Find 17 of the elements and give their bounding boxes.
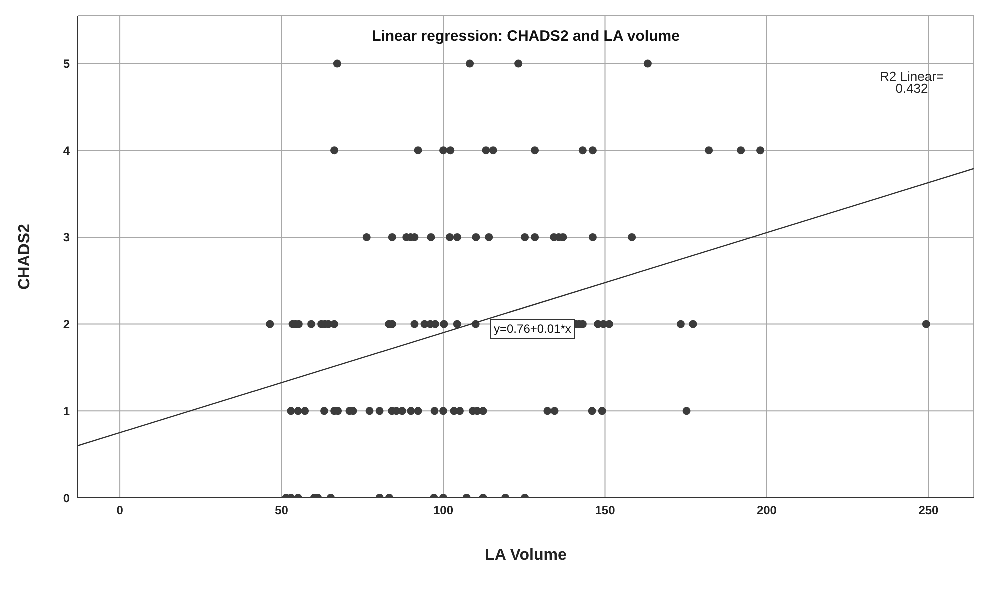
y-tick-label: 3 (63, 230, 70, 245)
x-tick-label: 150 (595, 504, 616, 518)
text: Linear regression: CHADS2 and LA volume (371, 28, 681, 45)
x-tick-label: 0 (116, 504, 124, 518)
y-tick-label: 5 (63, 57, 70, 72)
y-tick-label: 2 (63, 318, 70, 332)
x-axis-title: LA Volume (485, 547, 567, 564)
y-tick-label: 0 (63, 491, 70, 506)
y-tick-label: 1 (63, 404, 70, 418)
y-tick-label: 4 (63, 144, 70, 158)
x-tick-label: 50 (275, 504, 289, 518)
annotation: R2 Linear= 0.432 (880, 69, 944, 96)
x-tick-label: 250 (918, 504, 940, 518)
y-axis-title: CHADS2 (16, 224, 34, 290)
annotation: y=0.76+0.01*x (490, 319, 576, 339)
x-tick-label: 100 (434, 504, 454, 518)
x-tick-label: 200 (756, 504, 778, 518)
